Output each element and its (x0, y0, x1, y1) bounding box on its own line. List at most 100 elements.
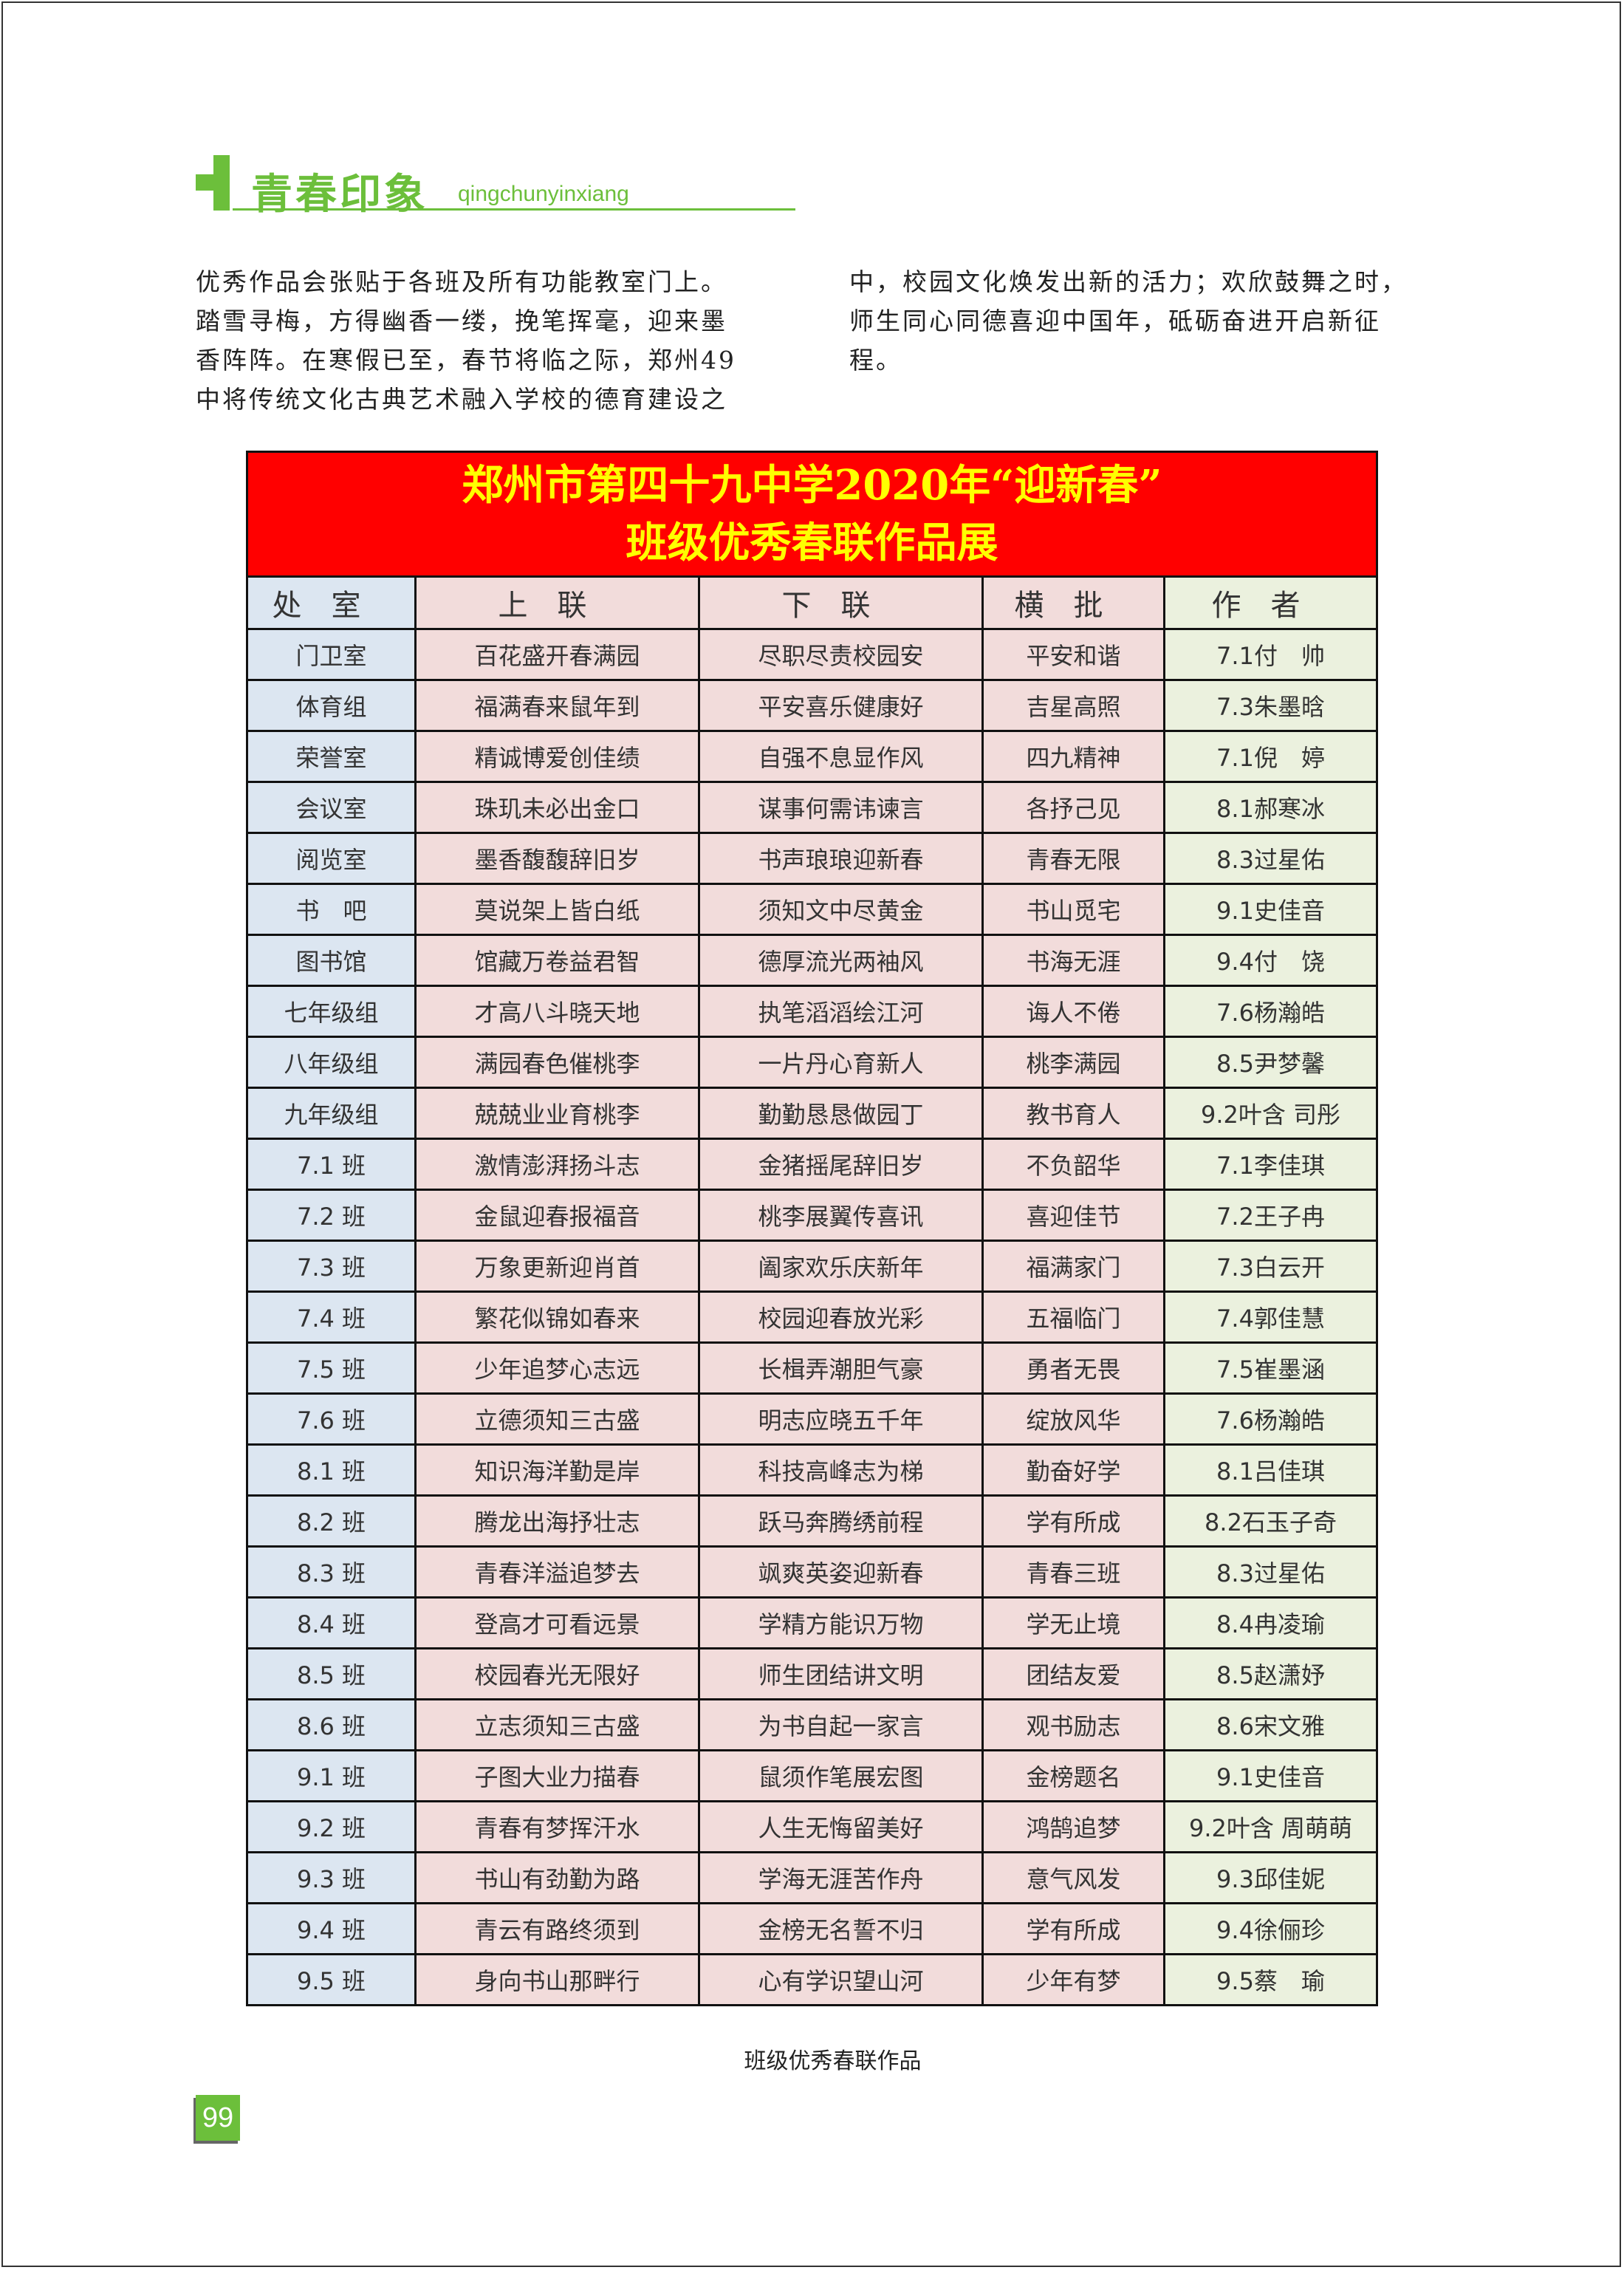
cell-horizontal-scroll: 观书励志 (981, 1698, 1165, 1751)
cell-author: 8.3过星佑 (1163, 1545, 1378, 1599)
cell-upper-couplet: 书山有劲勤为路 (414, 1851, 700, 1904)
cell-author: 9.2叶含 周萌萌 (1163, 1800, 1378, 1853)
cell-upper-couplet: 金鼠迎春报福音 (414, 1189, 700, 1242)
cell-horizontal-scroll: 青春三班 (981, 1545, 1165, 1599)
cell-author: 8.3过星佑 (1163, 832, 1378, 885)
cell-office: 8.5 班 (246, 1647, 417, 1700)
cell-lower-couplet: 心有学识望山河 (698, 1953, 984, 2006)
cell-lower-couplet: 人生无悔留美好 (698, 1800, 984, 1853)
cell-office: 9.2 班 (246, 1800, 417, 1853)
cell-horizontal-scroll: 福满家门 (981, 1240, 1165, 1293)
cell-author: 9.5蔡 瑜 (1163, 1953, 1378, 2006)
body-line: 中，校园文化焕发出新的活力；欢欣鼓舞之时， (849, 267, 1408, 296)
table-row: 7.4 班繁花似锦如春来 校园迎春放光彩 五福临门 7.4郭佳慧 (246, 1290, 1378, 1344)
cell-horizontal-scroll: 学无止境 (981, 1596, 1165, 1649)
table-row: 阅览室 墨香馥馥辞旧岁 书声琅琅迎新春 青春无限 8.3过星佑 (246, 832, 1378, 885)
cell-horizontal-scroll: 勤奋好学 (981, 1443, 1165, 1497)
cell-office: 7.5 班 (246, 1341, 417, 1395)
table-row: 八年级组 满园春色催桃李 一片丹心育新人 桃李满园 8.5尹梦馨 (246, 1036, 1378, 1089)
cell-author: 7.1付 帅 (1163, 628, 1378, 681)
table-row: 书 吧莫说架上皆白纸 须知文中尽黄金 书山觅宅 9.1史佳音 (246, 883, 1378, 936)
cell-horizontal-scroll: 平安和谐 (981, 628, 1165, 681)
table-row: 门卫室 百花盛开春满园 尽职尽责校园安 平安和谐 7.1付 帅 (246, 628, 1378, 681)
cell-office: 7.4 班 (246, 1290, 417, 1344)
cell-horizontal-scroll: 桃李满园 (981, 1036, 1165, 1089)
cell-horizontal-scroll: 团结友爱 (981, 1647, 1165, 1700)
table-row: 7.2 班金鼠迎春报福音 桃李展翼传喜讯 喜迎佳节 7.2王子冉 (246, 1189, 1378, 1242)
cell-author: 8.6宋文雅 (1163, 1698, 1378, 1751)
cell-horizontal-scroll: 勇者无畏 (981, 1341, 1165, 1395)
page-number: 99 (196, 2095, 240, 2141)
cell-office: 8.6 班 (246, 1698, 417, 1751)
cell-horizontal-scroll: 学有所成 (981, 1902, 1165, 1955)
cell-horizontal-scroll: 书山觅宅 (981, 883, 1165, 936)
cell-author: 7.3白云开 (1163, 1240, 1378, 1293)
table-row: 9.1 班子图大业力描春 鼠须作笔展宏图 金榜题名 9.1史佳音 (246, 1749, 1378, 1802)
cell-office: 8.3 班 (246, 1545, 417, 1599)
cell-upper-couplet: 青云有路终须到 (414, 1902, 700, 1955)
cell-lower-couplet: 师生团结讲文明 (698, 1647, 984, 1700)
cell-author: 7.5崔墨涵 (1163, 1341, 1378, 1395)
table-row: 9.2 班青春有梦挥汗水 人生无悔留美好 鸿鹄追梦 9.2叶含 周萌萌 (246, 1800, 1378, 1853)
header-author: 作者 (1163, 575, 1378, 630)
cell-upper-couplet: 登高才可看远景 (414, 1596, 700, 1649)
cell-upper-couplet: 万象更新迎肖首 (414, 1240, 700, 1293)
cell-horizontal-scroll: 各抒己见 (981, 781, 1165, 834)
cell-office: 阅览室 (246, 832, 417, 885)
section-underline (233, 208, 795, 211)
cell-upper-couplet: 精诚博爱创佳绩 (414, 730, 700, 783)
table-row: 7.3 班万象更新迎肖首 阖家欢乐庆新年 福满家门 7.3白云开 (246, 1240, 1378, 1293)
cell-upper-couplet: 满园春色催桃李 (414, 1036, 700, 1089)
table-row: 8.5 班校园春光无限好 师生团结讲文明 团结友爱 8.5赵潇妤 (246, 1647, 1378, 1700)
cell-office: 8.1 班 (246, 1443, 417, 1497)
table-row: 七年级组 才高八斗晓天地 执笔滔滔绘江河 诲人不倦 7.6杨瀚皓 (246, 985, 1378, 1038)
table-row: 8.6 班立志须知三古盛 为书自起一家言 观书励志 8.6宋文雅 (246, 1698, 1378, 1751)
cell-author: 9.2叶含 司彤 (1163, 1087, 1378, 1140)
cell-author: 8.2石玉子奇 (1163, 1494, 1378, 1548)
cell-upper-couplet: 福满春来鼠年到 (414, 679, 700, 732)
table-row: 7.1 班激情澎湃扬斗志 金猪摇尾辞旧岁 不负韶华 7.1李佳琪 (246, 1138, 1378, 1191)
cell-upper-couplet: 立志须知三古盛 (414, 1698, 700, 1751)
cell-lower-couplet: 阖家欢乐庆新年 (698, 1240, 984, 1293)
cell-horizontal-scroll: 金榜题名 (981, 1749, 1165, 1802)
table-row: 7.5 班少年追梦心志远 长楫弄潮胆气豪 勇者无畏 7.5崔墨涵 (246, 1341, 1378, 1395)
cell-office: 9.1 班 (246, 1749, 417, 1802)
cell-author: 8.1郝寒冰 (1163, 781, 1378, 834)
cell-author: 9.4徐俪珍 (1163, 1902, 1378, 1955)
cell-office: 9.3 班 (246, 1851, 417, 1904)
cell-author: 7.1李佳琪 (1163, 1138, 1378, 1191)
table-title: 郑州市第四十九中学2020年“迎新春” 班级优秀春联作品展 (246, 451, 1378, 578)
cell-author: 7.4郭佳慧 (1163, 1290, 1378, 1344)
cell-upper-couplet: 子图大业力描春 (414, 1749, 700, 1802)
cell-lower-couplet: 须知文中尽黄金 (698, 883, 984, 936)
cell-office: 7.1 班 (246, 1138, 417, 1191)
cell-office: 九年级组 (246, 1087, 417, 1140)
body-line: 程。 (849, 346, 902, 375)
cell-horizontal-scroll: 不负韶华 (981, 1138, 1165, 1191)
cell-upper-couplet: 腾龙出海抒壮志 (414, 1494, 700, 1548)
cell-lower-couplet: 平安喜乐健康好 (698, 679, 984, 732)
cell-lower-couplet: 自强不息显作风 (698, 730, 984, 783)
cell-horizontal-scroll: 吉星高照 (981, 679, 1165, 732)
cell-lower-couplet: 跃马奔腾绣前程 (698, 1494, 984, 1548)
cell-upper-couplet: 少年追梦心志远 (414, 1341, 700, 1395)
table-row: 荣誉室 精诚博爱创佳绩 自强不息显作风 四九精神 7.1倪 婷 (246, 730, 1378, 783)
body-line: 师生同心同德喜迎中国年，砥砺奋进开启新征 (849, 307, 1381, 335)
cell-upper-couplet: 身向书山那畔行 (414, 1953, 700, 2006)
cell-upper-couplet: 繁花似锦如春来 (414, 1290, 700, 1344)
cell-lower-couplet: 书声琅琅迎新春 (698, 832, 984, 885)
cell-lower-couplet: 为书自起一家言 (698, 1698, 984, 1751)
cell-upper-couplet: 百花盛开春满园 (414, 628, 700, 681)
body-line: 中将传统文化古典艺术融入学校的德育建设之 (196, 385, 727, 414)
cell-office: 8.2 班 (246, 1494, 417, 1548)
cell-office: 7.3 班 (246, 1240, 417, 1293)
cell-horizontal-scroll: 诲人不倦 (981, 985, 1165, 1038)
table-caption: 班级优秀春联作品 (744, 2048, 922, 2074)
cell-upper-couplet: 莫说架上皆白纸 (414, 883, 700, 936)
table-row: 9.5 班身向书山那畔行 心有学识望山河 少年有梦 9.5蔡 瑜 (246, 1953, 1378, 2006)
cell-author: 8.5赵潇妤 (1163, 1647, 1378, 1700)
cell-horizontal-scroll: 鸿鹄追梦 (981, 1800, 1165, 1853)
cell-office: 七年级组 (246, 985, 417, 1038)
cell-author: 8.4冉凌瑜 (1163, 1596, 1378, 1649)
table-row: 9.3 班书山有劲勤为路 学海无涯苦作舟 意气风发 9.3邱佳妮 (246, 1851, 1378, 1904)
